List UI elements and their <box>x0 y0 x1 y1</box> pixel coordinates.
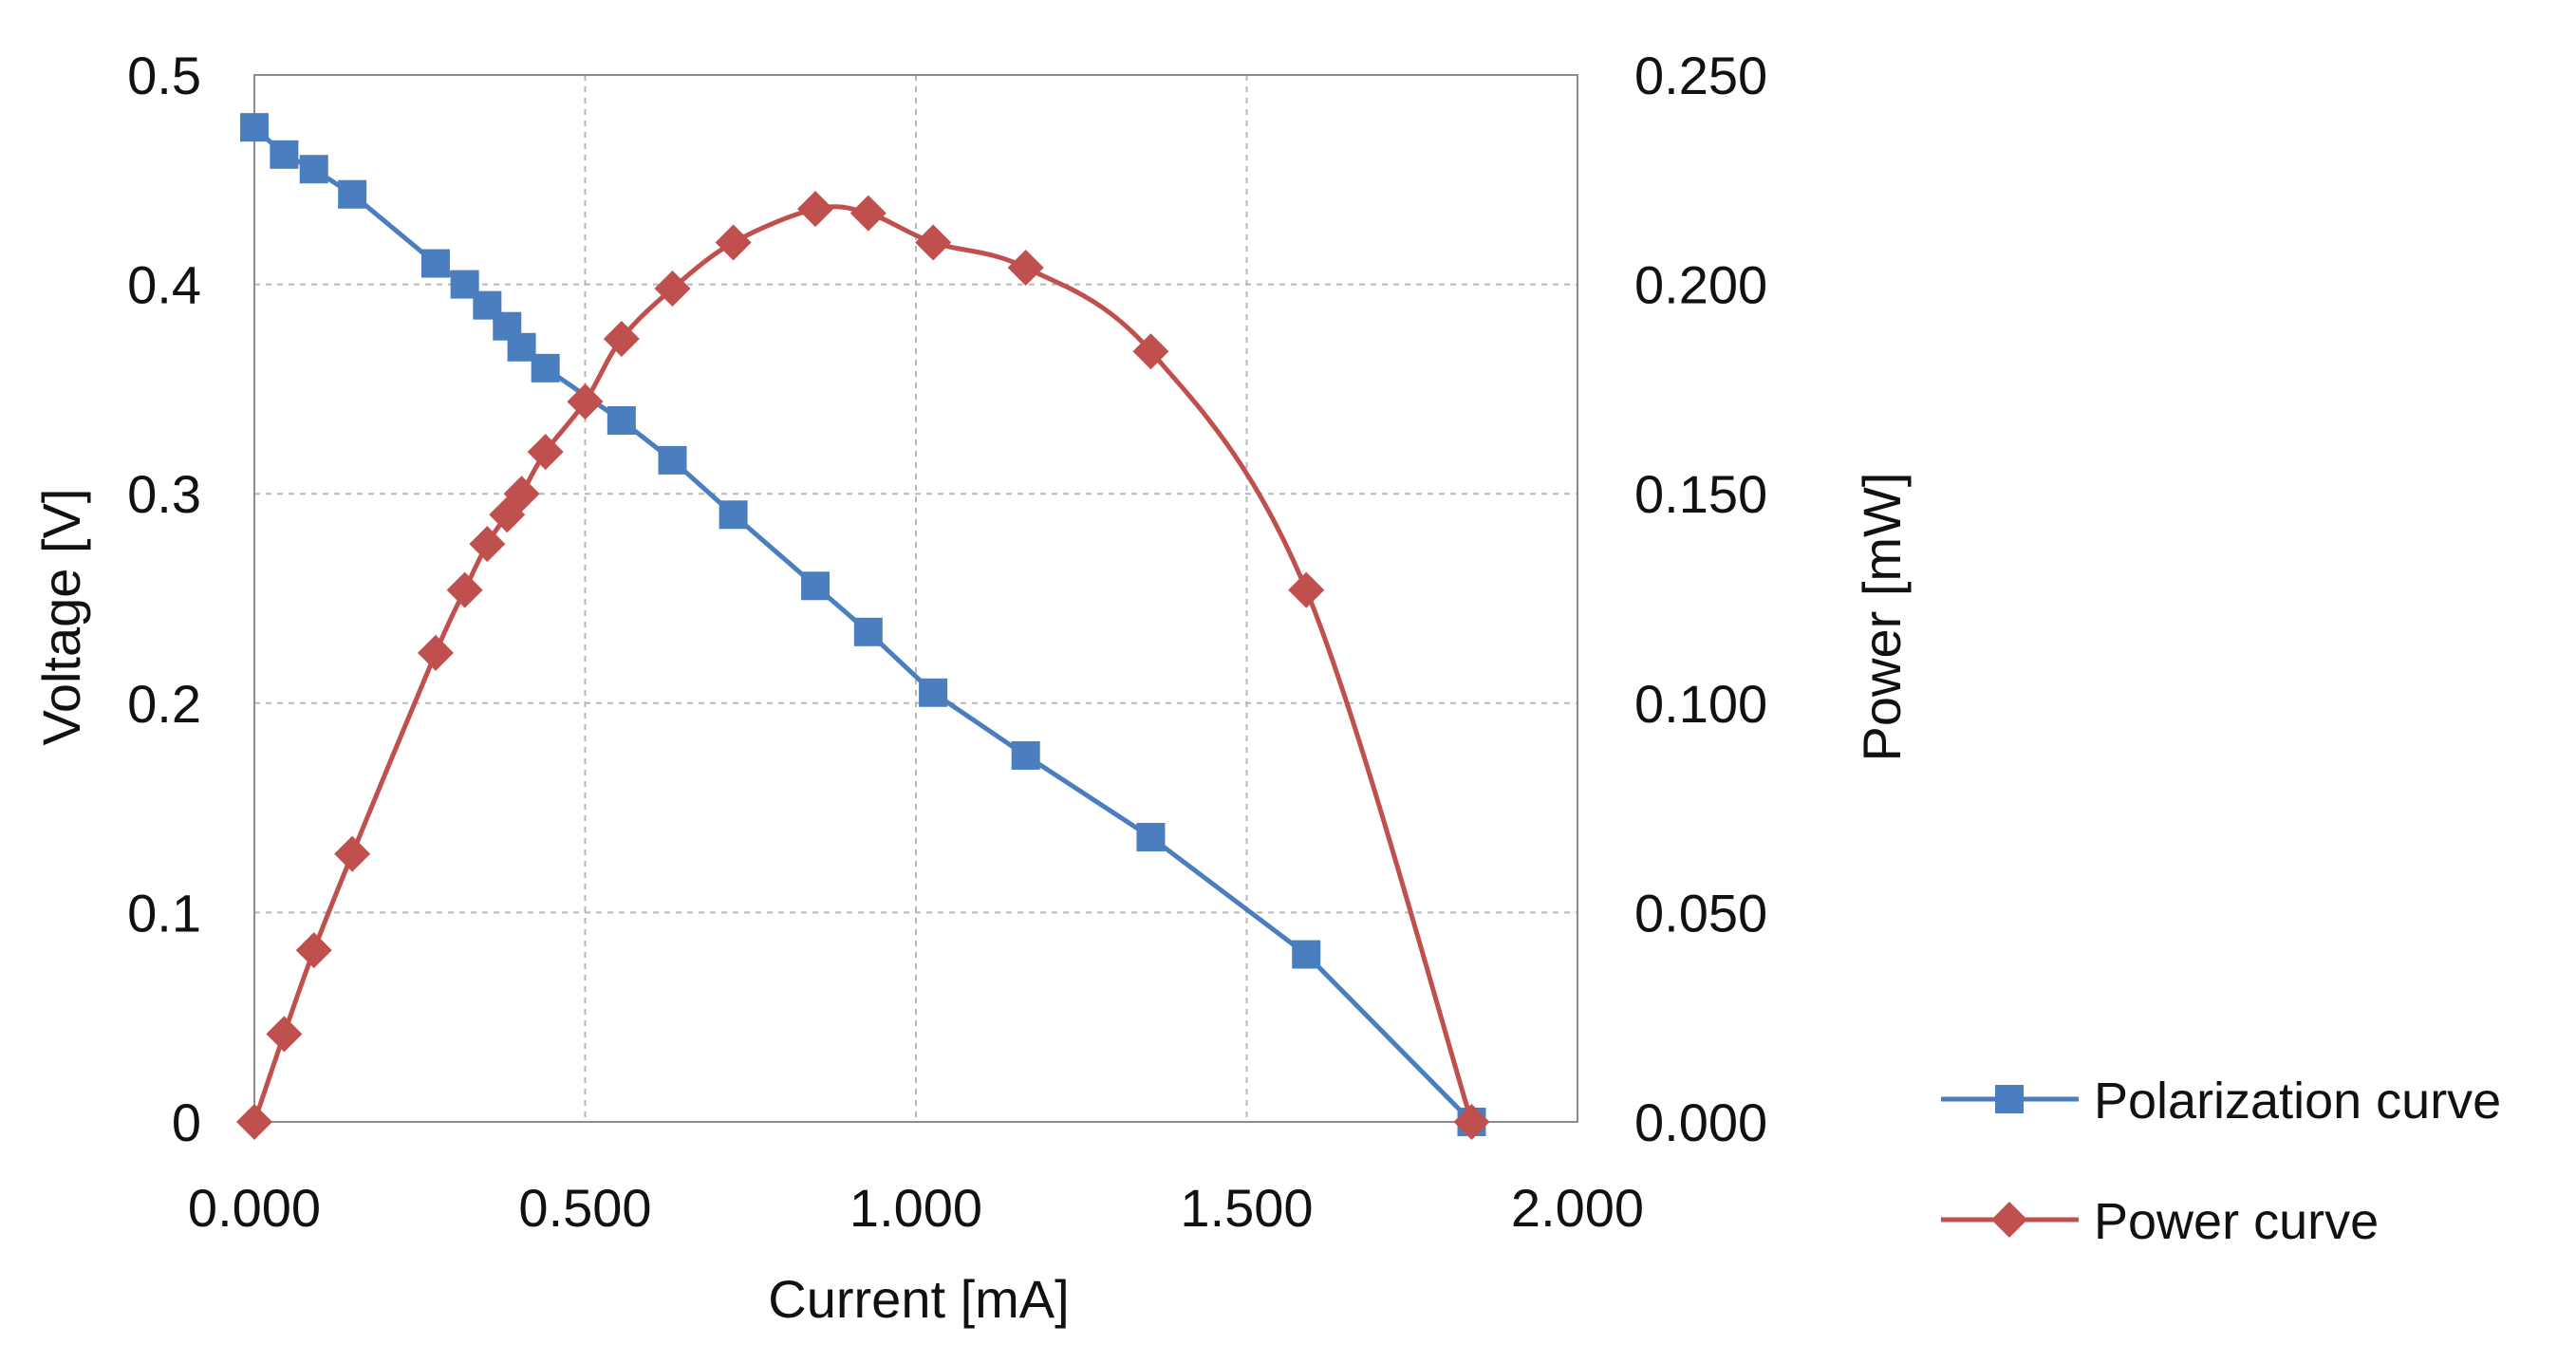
y2-tick-label: 0.050 <box>1634 883 1767 943</box>
data-point-diamond <box>334 835 371 872</box>
data-point-square <box>1292 940 1321 969</box>
data-point-diamond <box>446 571 483 608</box>
y-tick-label: 0.5 <box>127 46 201 105</box>
data-point-diamond <box>469 526 506 563</box>
y2-axis-ticks: 0.000 0.050 0.100 0.150 0.200 0.250 <box>1634 46 1767 1152</box>
data-point-diamond <box>654 271 691 308</box>
data-point-square <box>658 445 687 475</box>
legend-item-power: Power curve <box>1941 1193 2379 1250</box>
data-point-diamond <box>527 434 564 471</box>
legend-marker-diamond-icon <box>1991 1202 2027 1238</box>
data-point-diamond <box>603 320 640 357</box>
data-point-square <box>801 571 831 601</box>
x-tick-label: 0.000 <box>188 1178 321 1238</box>
y2-axis-title: Power [mW] <box>1852 473 1912 762</box>
y-axis-title: Voltage [V] <box>31 489 91 746</box>
y-tick-label: 0.2 <box>127 674 201 734</box>
x-axis-ticks: 0.000 0.500 1.000 1.500 2.000 <box>188 1178 1644 1238</box>
x-tick-label: 1.500 <box>1180 1178 1313 1238</box>
data-point-square <box>299 155 328 184</box>
legend-label-polarization: Polarization curve <box>2094 1073 2501 1130</box>
data-point-diamond <box>266 1016 303 1053</box>
legend-label-power: Power curve <box>2094 1193 2379 1250</box>
x-tick-label: 1.000 <box>849 1178 982 1238</box>
data-point-diamond <box>417 634 454 671</box>
data-point-square <box>420 249 450 278</box>
data-point-square <box>607 405 636 435</box>
data-point-square <box>919 678 948 707</box>
y-tick-label: 0.3 <box>127 464 201 524</box>
y-tick-label: 0.1 <box>127 883 201 943</box>
legend-marker-square-icon <box>1995 1085 2024 1113</box>
data-point-square <box>1136 822 1166 851</box>
y2-tick-label: 0.250 <box>1634 46 1767 105</box>
legend: Polarization curve Power curve <box>1941 1073 2501 1250</box>
data-point-diamond <box>503 476 540 513</box>
legend-item-polarization: Polarization curve <box>1941 1073 2501 1130</box>
y2-tick-label: 0.200 <box>1634 255 1767 315</box>
x-tick-label: 0.500 <box>518 1178 651 1238</box>
x-axis-title: Current [mA] <box>768 1269 1069 1329</box>
data-point-square <box>240 113 269 142</box>
data-point-diamond <box>295 932 332 969</box>
data-point-square <box>270 140 299 169</box>
series-layer <box>236 113 1490 1140</box>
y-tick-label: 0.4 <box>127 255 201 315</box>
data-point-square <box>507 332 536 362</box>
y2-tick-label: 0.100 <box>1634 674 1767 734</box>
data-point-diamond <box>236 1104 272 1140</box>
data-point-diamond <box>797 191 834 228</box>
x-tick-label: 2.000 <box>1511 1178 1644 1238</box>
data-point-diamond <box>567 383 604 420</box>
data-point-square <box>1011 740 1040 770</box>
y2-tick-label: 0.150 <box>1634 464 1767 524</box>
y-tick-label: 0 <box>172 1092 201 1152</box>
data-point-diamond <box>849 195 887 232</box>
data-point-square <box>338 179 367 209</box>
y-axis-ticks: 0 0.1 0.2 0.3 0.4 0.5 <box>127 46 201 1152</box>
data-point-square <box>531 353 560 383</box>
data-point-square <box>853 617 883 646</box>
series-power-curve <box>236 191 1490 1140</box>
data-point-diamond <box>1453 1104 1490 1140</box>
data-point-diamond <box>1288 571 1325 608</box>
data-point-diamond <box>715 224 752 261</box>
y2-tick-label: 0.000 <box>1634 1092 1767 1152</box>
data-point-square <box>719 500 748 530</box>
data-point-diamond <box>915 224 952 261</box>
plot-area-frame <box>253 74 1578 1123</box>
data-point-diamond <box>1132 333 1169 370</box>
data-point-diamond <box>1007 249 1044 286</box>
